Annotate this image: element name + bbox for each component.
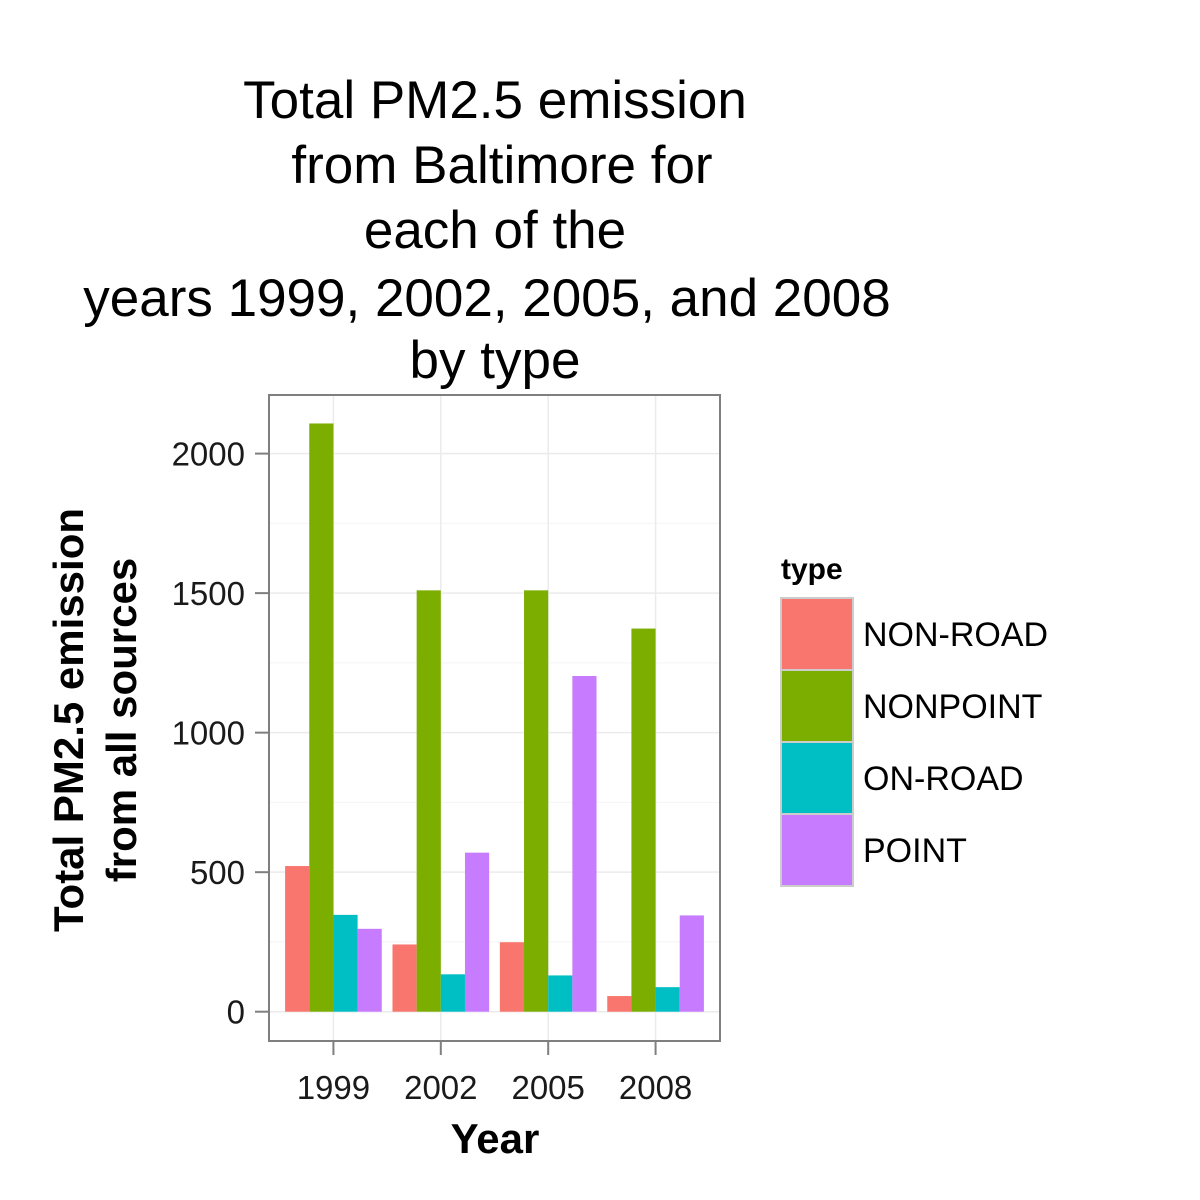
y-axis: 0 500 1000 1500 2000 bbox=[172, 436, 269, 1031]
bar-point-2002 bbox=[464, 852, 490, 1012]
legend-key-on-road bbox=[780, 741, 854, 815]
x-tick-label: 2002 bbox=[404, 1069, 477, 1106]
x-axis-title: Year bbox=[451, 1115, 540, 1162]
bar-nonpoint-2002 bbox=[416, 590, 441, 1012]
x-tick-label: 1999 bbox=[297, 1069, 370, 1106]
bar-non-road-2002 bbox=[392, 944, 417, 1012]
x-tick-label: 2008 bbox=[619, 1069, 692, 1106]
bar-on-road-2002 bbox=[440, 974, 465, 1012]
chart-title-line-1: Total PM2.5 emission bbox=[243, 71, 747, 130]
y-axis-title: Total PM2.5 emission from all sources bbox=[45, 508, 145, 932]
bar-non-road-2005 bbox=[499, 942, 525, 1012]
y-tick-label: 1500 bbox=[172, 575, 245, 612]
legend-title: type bbox=[781, 553, 843, 586]
legend-key-point bbox=[780, 813, 854, 887]
y-tick-label: 0 bbox=[227, 994, 245, 1031]
bar-point-2008 bbox=[679, 915, 704, 1012]
y-tick-label: 1000 bbox=[172, 715, 245, 752]
legend-label-non-road: NON-ROAD bbox=[863, 616, 1048, 654]
chart-title-line-5: by type bbox=[410, 331, 581, 390]
bar-on-road-1999 bbox=[333, 914, 358, 1012]
chart-title-line-2: from Baltimore for bbox=[291, 136, 712, 195]
x-axis: 1999 2002 2005 2008 bbox=[297, 1041, 692, 1106]
bar-nonpoint-2008 bbox=[631, 628, 656, 1012]
legend-label-on-road: ON-ROAD bbox=[863, 760, 1024, 798]
legend-items: NON-ROAD NONPOINT ON-ROAD POINT bbox=[780, 597, 1048, 887]
plot-border bbox=[268, 394, 721, 1042]
y-tick-label: 500 bbox=[190, 854, 245, 891]
y-axis-title-line-2: from all sources bbox=[98, 558, 145, 882]
legend-label-nonpoint: NONPOINT bbox=[863, 688, 1042, 726]
bar-on-road-2005 bbox=[548, 975, 573, 1012]
bar-on-road-2008 bbox=[655, 987, 680, 1012]
legend: type NON-ROAD NONPOINT ON-ROAD POINT bbox=[780, 553, 1048, 887]
bar-point-1999 bbox=[357, 928, 382, 1012]
legend-label-point: POINT bbox=[863, 832, 967, 870]
chart-title-line-4: years 1999, 2002, 2005, and 2008 bbox=[83, 269, 890, 328]
bar-nonpoint-2005 bbox=[524, 590, 549, 1012]
x-tick-label: 2005 bbox=[511, 1069, 584, 1106]
legend-key-nonpoint bbox=[780, 669, 854, 743]
bar-point-2005 bbox=[572, 676, 597, 1012]
legend-key-non-road bbox=[780, 597, 854, 671]
bar-non-road-2008 bbox=[607, 996, 632, 1012]
bars bbox=[285, 423, 704, 1012]
chart-title-line-3: each of the bbox=[364, 201, 626, 260]
y-axis-title-line-1: Total PM2.5 emission bbox=[45, 508, 92, 932]
chart-title: Total PM2.5 emission from Baltimore for … bbox=[83, 71, 890, 390]
bar-non-road-1999 bbox=[285, 866, 310, 1012]
bar-nonpoint-1999 bbox=[309, 423, 334, 1012]
y-tick-label: 2000 bbox=[172, 436, 245, 473]
